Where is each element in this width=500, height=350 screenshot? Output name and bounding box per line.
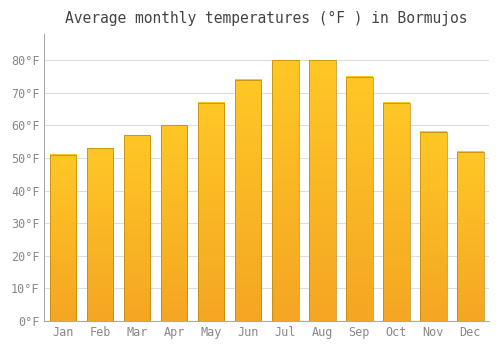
Bar (272, 60, 298, 321)
Bar (457, 152, 483, 321)
Title: Average monthly temperatures (°F ) in Bormujos: Average monthly temperatures (°F ) in Bo… (66, 11, 468, 26)
Bar (50, 155, 76, 321)
Bar (198, 103, 224, 321)
Bar (383, 103, 409, 321)
Bar (124, 135, 150, 321)
Bar (346, 77, 372, 321)
Bar (235, 80, 262, 321)
Bar (86, 148, 114, 321)
Bar (161, 126, 188, 321)
Bar (309, 60, 336, 321)
Bar (420, 132, 446, 321)
